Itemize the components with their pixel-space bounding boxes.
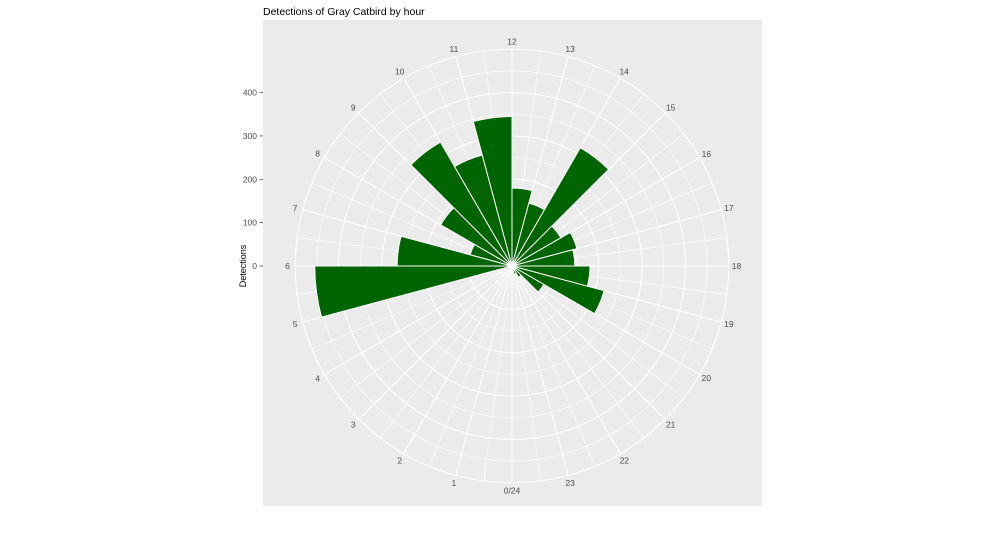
- bar-hour-20: [511, 265, 545, 293]
- hour-label-9: 9: [351, 102, 356, 112]
- hour-label-23: 23: [565, 478, 575, 488]
- radial-axis: 0 100 200 300 400: [243, 88, 263, 271]
- bar-hour-23: [511, 265, 514, 271]
- grid-spoke-hour: [511, 265, 621, 454]
- hour-label-6: 6: [285, 261, 290, 271]
- grid-spoke-hour: [511, 265, 569, 476]
- hour-label-15: 15: [666, 102, 676, 112]
- y-tick-label-400: 400: [243, 88, 257, 98]
- grid-spoke-halfhour: [379, 265, 513, 439]
- grid-spoke-halfhour: [511, 265, 645, 439]
- grid-spoke-halfhour: [511, 265, 541, 481]
- bar-hour-21: [511, 265, 522, 278]
- hour-label-20: 20: [702, 373, 712, 383]
- bar-sectors: [314, 115, 610, 318]
- grid-spoke-halfhour: [511, 265, 596, 467]
- hour-label-21: 21: [666, 420, 676, 430]
- hour-label-1: 1: [452, 478, 457, 488]
- hour-label-18: 18: [732, 261, 742, 271]
- bar-hour-22: [511, 265, 518, 275]
- hour-label-22: 22: [620, 455, 630, 465]
- hour-label-16: 16: [702, 149, 712, 159]
- bar-hour-11: [472, 115, 513, 267]
- hour-labels: 0/24123456789101112131415161718192021222…: [285, 37, 741, 496]
- hour-label-7: 7: [293, 203, 298, 213]
- y-tick-label-200: 200: [243, 174, 257, 184]
- hour-label-2: 2: [397, 455, 402, 465]
- y-tick-label-300: 300: [243, 131, 257, 141]
- grid-spoke-halfhour: [428, 265, 513, 467]
- hour-label-13: 13: [565, 44, 575, 54]
- hour-label-3: 3: [351, 420, 356, 430]
- grid-spoke-hour: [358, 265, 513, 420]
- grid-spoke-hour: [403, 265, 513, 454]
- hour-label-0/24: 0/24: [504, 486, 521, 496]
- hour-label-19: 19: [724, 319, 734, 329]
- bar-hour-16: [511, 231, 578, 267]
- hour-label-17: 17: [724, 203, 734, 213]
- bar-hour-19: [511, 265, 605, 315]
- y-tick-label-100: 100: [243, 218, 257, 228]
- hour-label-14: 14: [619, 67, 629, 77]
- grid-spoke-hour: [324, 265, 513, 375]
- bar-hour-5: [314, 265, 513, 318]
- grid-spoke-halfhour: [311, 265, 513, 350]
- grid-spoke-halfhour: [339, 265, 513, 399]
- hour-label-10: 10: [395, 67, 405, 77]
- plot-title: Detections of Gray Catbird by hour: [263, 6, 425, 18]
- bar-hour-9: [410, 141, 513, 267]
- hour-label-8: 8: [315, 149, 320, 159]
- hour-label-11: 11: [449, 44, 458, 54]
- grid-spoke-halfhour: [483, 265, 513, 481]
- hour-label-5: 5: [293, 319, 298, 329]
- y-axis-title: Detections: [238, 244, 248, 287]
- bar-hour-14: [511, 147, 610, 267]
- y-tick-label-0: 0: [252, 261, 257, 271]
- grid-spoke-hour: [455, 265, 513, 476]
- hour-label-4: 4: [315, 373, 320, 383]
- hour-label-12: 12: [507, 37, 517, 47]
